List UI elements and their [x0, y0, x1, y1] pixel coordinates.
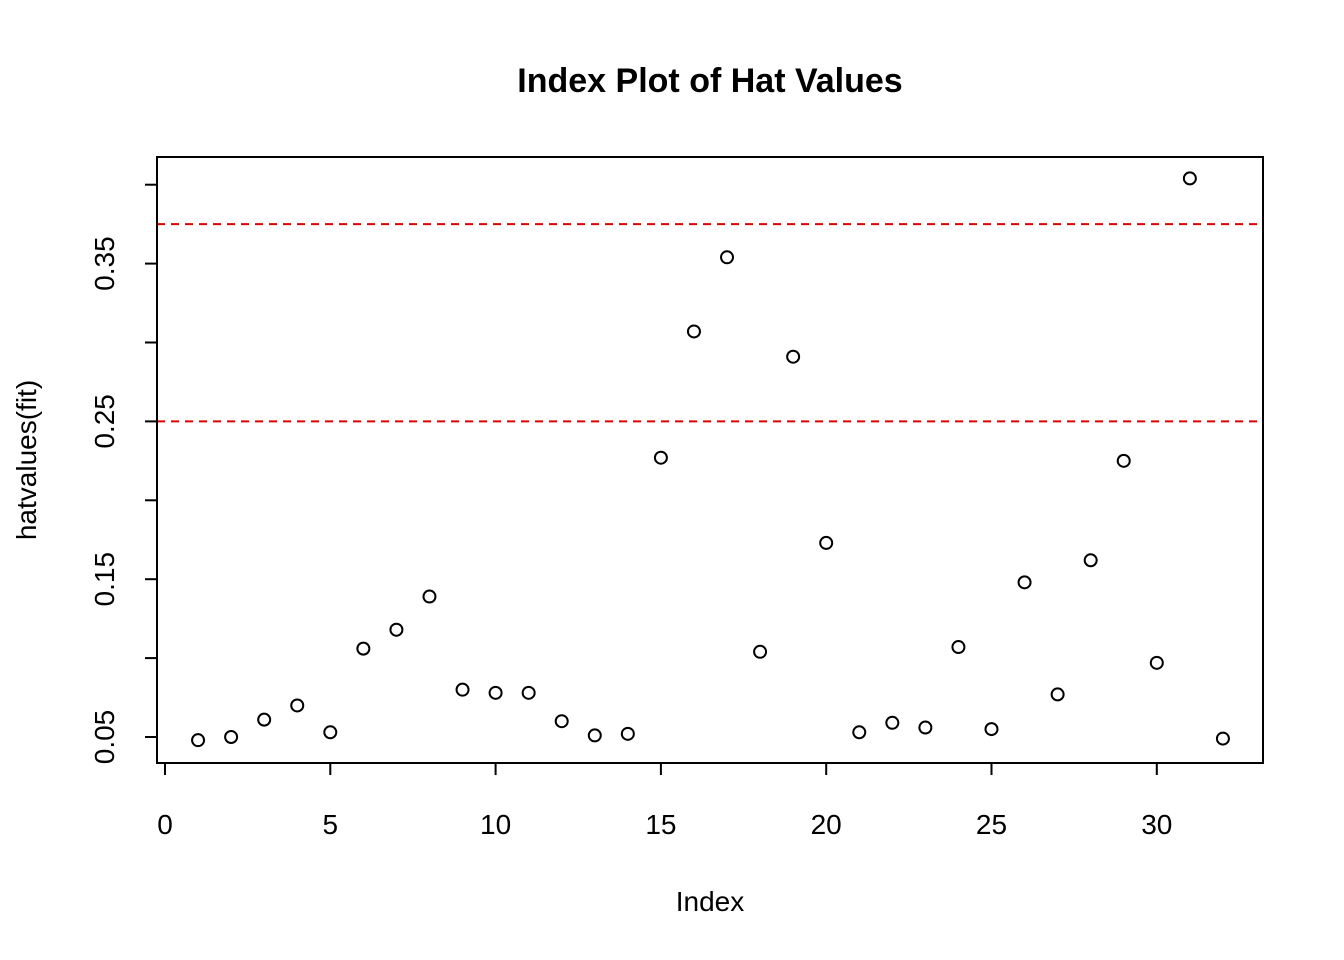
data-point	[951, 640, 966, 655]
data-point	[1149, 655, 1164, 670]
data-point	[389, 622, 404, 637]
data-point	[720, 250, 735, 265]
data-point	[1083, 553, 1098, 568]
reference-lines	[157, 223, 1263, 423]
data-point	[918, 720, 933, 735]
data-point	[422, 589, 437, 604]
data-points	[191, 171, 1230, 748]
data-point	[257, 712, 272, 727]
data-point	[455, 682, 470, 697]
data-point	[1050, 687, 1065, 702]
data-point	[984, 722, 999, 737]
data-point	[786, 349, 801, 364]
data-point	[554, 714, 569, 729]
data-point	[753, 644, 768, 659]
x-tick-label: 30	[1141, 809, 1172, 840]
data-point	[1215, 731, 1230, 746]
data-point	[488, 685, 503, 700]
data-point	[191, 733, 206, 748]
x-tick-label: 5	[323, 809, 339, 840]
data-point	[1017, 575, 1032, 590]
data-point	[224, 730, 239, 744]
x-tick-label: 10	[480, 809, 511, 840]
data-point	[653, 450, 668, 465]
y-tick-label: 0.15	[89, 552, 120, 607]
x-tick-label: 20	[811, 809, 842, 840]
data-point	[290, 698, 305, 713]
data-point	[587, 728, 602, 743]
y-tick-label: 0.05	[89, 710, 120, 765]
data-point	[686, 324, 701, 339]
x-axis: 0 5 10 15 20 25 30	[157, 762, 1172, 840]
data-point	[885, 715, 900, 730]
data-point	[1182, 171, 1197, 186]
y-axis: 0.05 0.15 0.25 0.35	[89, 183, 158, 765]
x-tick-label: 0	[157, 809, 173, 840]
chart-title: Index Plot of Hat Values	[517, 62, 902, 100]
plot-frame	[156, 156, 1264, 764]
data-point	[819, 535, 834, 550]
data-point	[356, 641, 371, 656]
data-point	[852, 725, 867, 740]
x-axis-label: Index	[676, 886, 745, 917]
x-tick-label: 25	[976, 809, 1007, 840]
x-tick-label: 15	[645, 809, 676, 840]
y-tick-label: 0.25	[89, 394, 120, 449]
data-point	[620, 726, 635, 741]
y-tick-label: 0.35	[89, 236, 120, 291]
y-axis-label: hatvalues(fit)	[11, 380, 42, 540]
data-point	[1116, 453, 1131, 468]
data-point	[323, 725, 338, 740]
data-point	[521, 685, 536, 700]
